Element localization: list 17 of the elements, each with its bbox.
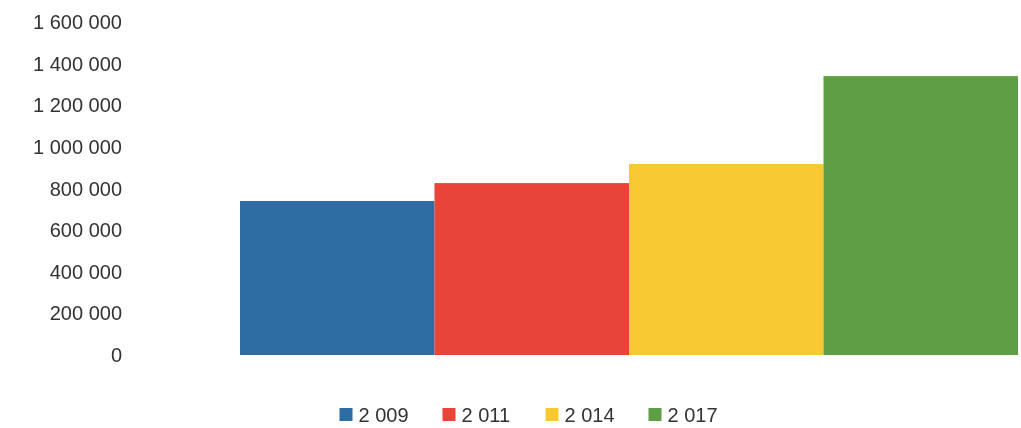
legend-label: 2 009 [358, 404, 409, 426]
legend-label: 2 011 [461, 404, 511, 426]
legend-label: 2 017 [667, 404, 718, 426]
y-tick-label: 0 [110, 344, 122, 366]
y-tick-label: 1 000 000 [33, 135, 122, 158]
bar [629, 163, 824, 355]
y-tick-label: 800 000 [49, 177, 122, 200]
y-tick-label: 600 000 [49, 219, 122, 242]
bar [240, 200, 435, 355]
y-tick-label: 200 000 [49, 302, 122, 325]
y-tick-label: 1 600 000 [33, 11, 122, 33]
legend-label: 2 014 [564, 404, 615, 426]
bar [434, 183, 629, 355]
y-tick-label: 1 200 000 [33, 94, 122, 117]
y-tick-label: 400 000 [49, 260, 122, 283]
y-tick-label: 1 400 000 [33, 52, 122, 75]
bar [823, 76, 1018, 355]
